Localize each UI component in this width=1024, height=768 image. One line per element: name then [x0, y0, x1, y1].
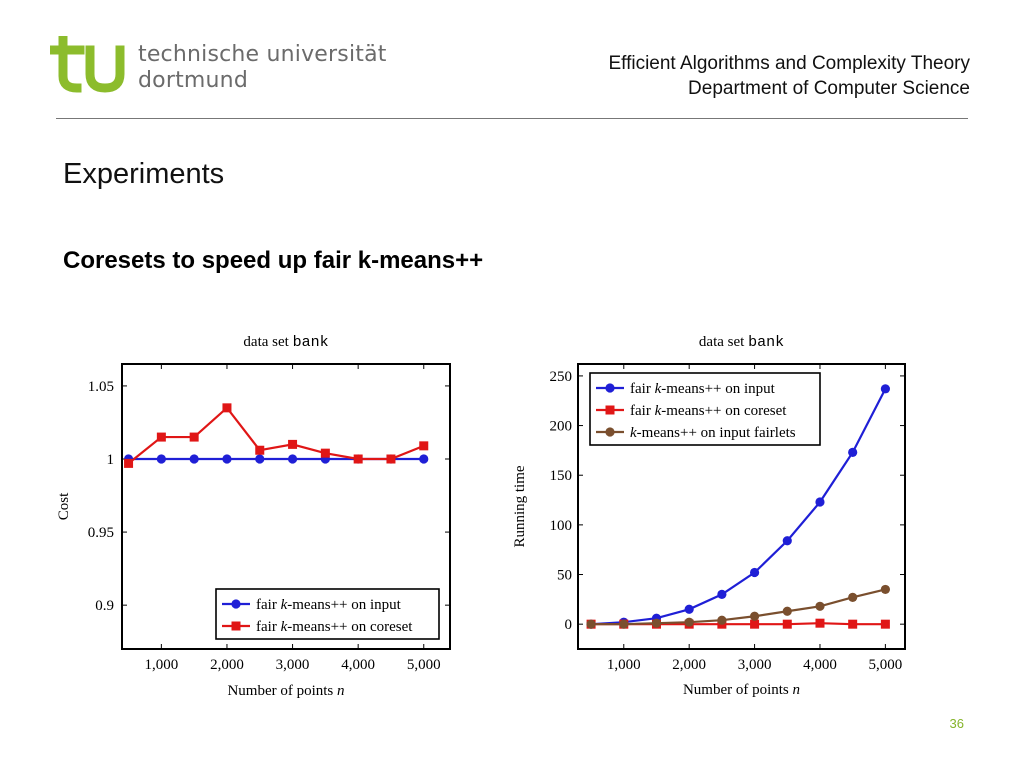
series-line-2: [591, 588, 886, 626]
x-tick-label: 3,000: [738, 657, 772, 673]
logo-t-stroke: [50, 36, 85, 93]
legend-marker: [605, 427, 615, 437]
data-point-2: [684, 617, 694, 627]
y-tick-label: 250: [550, 369, 573, 385]
data-point-0: [222, 454, 232, 464]
legend-marker: [605, 383, 615, 393]
data-point-1: [222, 403, 232, 413]
data-point-0: [815, 497, 825, 507]
x-tick-label: 3,000: [276, 657, 310, 673]
data-point-1: [124, 458, 134, 468]
legend-entry: fair k-means++ on input: [630, 381, 776, 397]
chart-title: data set bank: [243, 334, 328, 351]
x-tick-label: 5,000: [869, 657, 903, 673]
y-tick-label: 0: [565, 617, 573, 633]
data-point-1: [255, 445, 265, 455]
x-axis-label: Number of points n: [227, 683, 344, 699]
legend-entry: fair k-means++ on coreset: [256, 619, 413, 635]
data-point-2: [619, 619, 629, 629]
data-point-0: [684, 604, 694, 614]
data-point-1: [782, 619, 792, 629]
data-point-1: [156, 432, 166, 442]
y-tick-label: 150: [550, 468, 573, 484]
data-point-1: [848, 619, 858, 629]
university-logo: technische universität dortmund: [50, 36, 410, 98]
cost-chart: data set bank 1,000 2,000 3,000 4,000 5,000 0.…: [56, 334, 451, 699]
legend-box: [215, 588, 440, 640]
data-point-2: [815, 601, 825, 611]
series-line-0: [591, 388, 887, 626]
header-divider: [56, 118, 968, 119]
legend-marker: [231, 621, 241, 631]
x-tick-label: 2,000: [210, 657, 244, 673]
data-point-0: [287, 454, 298, 464]
legend-entry: fair k-means++ on coreset: [630, 403, 787, 419]
data-point-2: [880, 584, 890, 595]
data-point-1: [386, 454, 396, 464]
legend-marker: [231, 599, 241, 609]
x-tick-label: 1,000: [607, 657, 641, 673]
y-tick-label: 50: [557, 568, 572, 584]
running-time-chart: data set bank 1,000 2,000 3,000 4,000 5,000 0 5…: [512, 334, 906, 698]
y-axis-label: Running time: [512, 465, 528, 547]
chart-title: data set bank: [699, 334, 784, 351]
data-point-1: [288, 439, 298, 449]
legend-entry: fair k-means++ on input: [256, 597, 402, 613]
data-point-2: [717, 615, 727, 625]
y-tick-label: 1.05: [88, 379, 114, 395]
data-point-1: [750, 619, 760, 629]
group-name: Efficient Algorithms and Complexity Theo…: [608, 53, 970, 74]
x-tick-label: 5,000: [407, 657, 441, 673]
data-point-0: [782, 536, 792, 546]
y-tick-label: 200: [550, 419, 573, 435]
slide-title: Experiments: [63, 158, 225, 190]
department-name: Department of Computer Science: [688, 78, 970, 99]
y-tick-label: 100: [550, 518, 573, 534]
legend-box: [589, 372, 821, 446]
series-line-1: [127, 406, 425, 465]
data-point-2: [586, 619, 596, 629]
data-point-1: [320, 448, 330, 458]
data-point-0: [156, 454, 166, 464]
data-point-0: [255, 454, 265, 464]
logo-line1: technische universität: [138, 42, 387, 67]
legend-marker: [605, 405, 615, 415]
data-point-1: [815, 618, 825, 628]
data-point-2: [749, 611, 760, 621]
data-point-0: [848, 447, 858, 457]
data-point-0: [419, 454, 429, 464]
data-point-2: [848, 592, 858, 602]
header-affiliation: Efficient Algorithms and Complexity Theo…: [608, 51, 970, 101]
y-tick-label: 0.9: [95, 598, 114, 614]
legend-entry: k-means++ on input fairlets: [630, 425, 796, 441]
data-point-0: [717, 589, 727, 599]
data-point-1: [353, 454, 363, 464]
logo-u-stroke: [85, 45, 125, 93]
y-tick-label: 1: [107, 452, 115, 468]
x-tick-label: 1,000: [144, 657, 178, 673]
logo-text: technische universität dortmund: [138, 42, 387, 94]
data-point-1: [419, 441, 429, 451]
data-point-1: [880, 619, 890, 629]
data-point-0: [189, 454, 199, 464]
x-axis-label: Number of points n: [683, 682, 800, 698]
y-tick-label: 0.95: [88, 525, 114, 541]
data-point-2: [651, 618, 662, 628]
data-point-0: [749, 567, 760, 578]
x-tick-label: 4,000: [803, 657, 837, 673]
y-axis-label: Cost: [56, 492, 72, 520]
page-number: 36: [949, 716, 964, 731]
slide-subtitle: Coresets to speed up fair k-means++: [63, 247, 484, 274]
logo-line2: dortmund: [138, 68, 248, 93]
x-tick-label: 2,000: [672, 657, 706, 673]
data-point-1: [189, 432, 199, 442]
data-point-2: [782, 606, 792, 616]
x-tick-label: 4,000: [341, 657, 375, 673]
data-point-0: [880, 384, 890, 394]
tu-logo-icon: [50, 36, 125, 93]
